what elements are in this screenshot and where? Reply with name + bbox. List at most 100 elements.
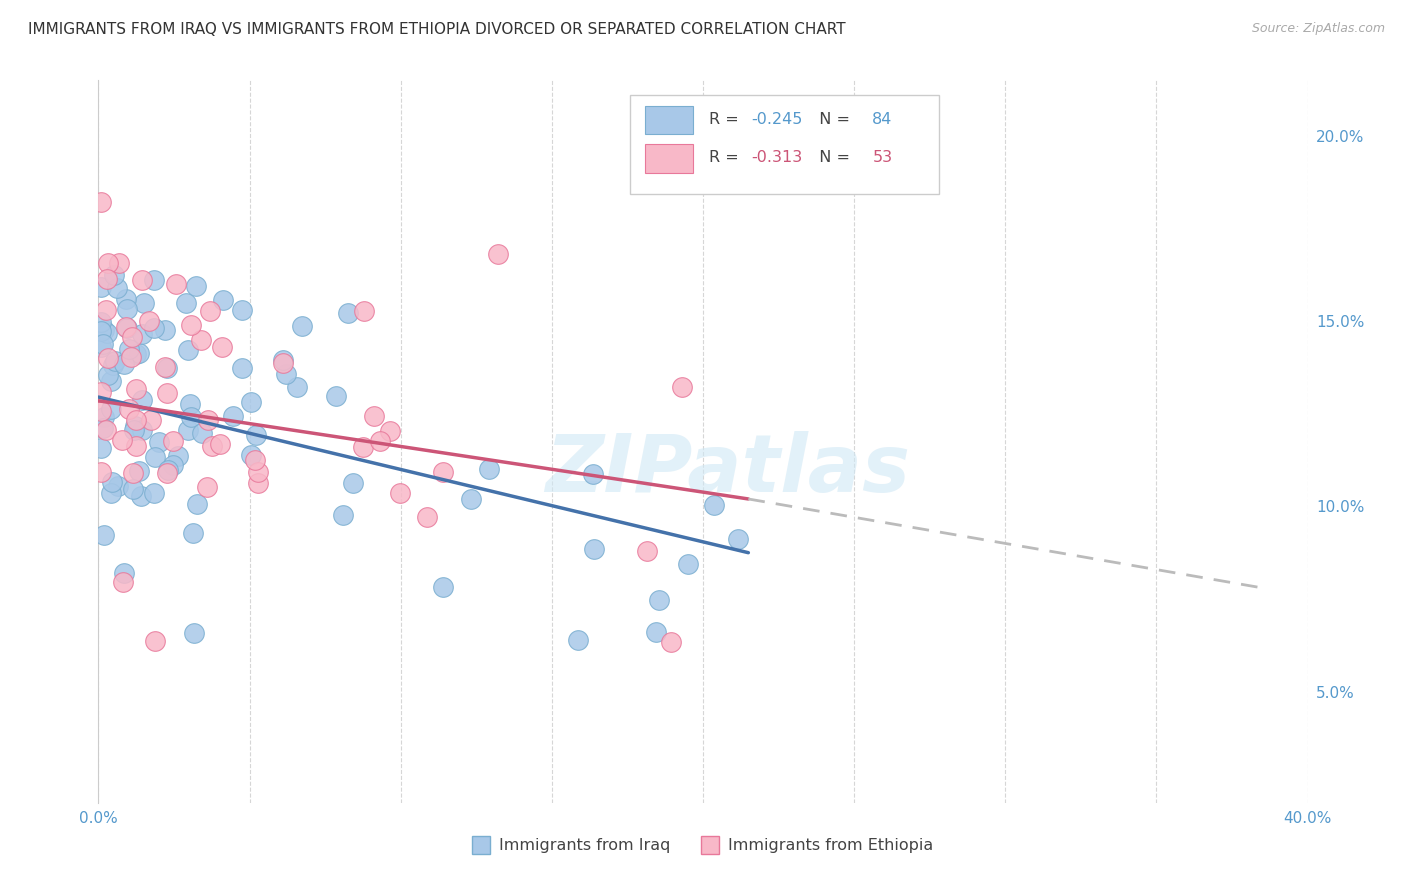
Point [97,351,120,366]
Text: R =: R = [709,150,744,165]
Point [231,303,253,318]
Point [703,498,725,512]
Point [125,382,148,396]
Point [132,296,155,310]
Point [143,486,166,500]
Point [90,465,112,479]
Point [93,528,115,542]
Point [105,281,128,295]
Point [90,404,112,418]
Point [112,566,135,581]
Point [112,357,135,371]
Point [125,439,148,453]
Text: -0.245: -0.245 [751,112,803,127]
Point [645,625,668,640]
Point [122,423,145,437]
Text: 84: 84 [872,112,893,127]
Point [97,256,120,270]
Point [211,340,233,354]
Point [246,475,269,490]
Text: Source: ZipAtlas.com: Source: ZipAtlas.com [1251,22,1385,36]
Point [125,413,148,427]
Point [129,489,152,503]
Point [156,466,179,480]
Point [97,368,120,383]
Point [118,402,141,417]
Point [727,533,749,547]
FancyBboxPatch shape [645,144,693,173]
Point [94,303,117,318]
Point [90,385,112,400]
Point [325,389,347,403]
Point [131,423,153,437]
Point [183,626,205,640]
Point [141,413,163,427]
Point [93,323,115,337]
Point [486,247,509,261]
Point [676,557,699,571]
Point [107,479,129,493]
Point [567,633,589,648]
Point [432,580,454,594]
Point [368,434,391,448]
Point [183,526,205,541]
Text: IMMIGRANTS FROM IRAQ VS IMMIGRANTS FROM ETHIOPIA DIVORCED OR SEPARATED CORRELATI: IMMIGRANTS FROM IRAQ VS IMMIGRANTS FROM … [28,22,846,37]
Point [143,634,166,648]
Point [131,392,153,407]
Point [177,343,200,358]
Point [143,450,166,464]
Point [190,333,212,347]
Point [103,268,125,283]
Point [90,194,112,209]
Point [101,359,124,373]
Point [118,342,141,356]
Point [352,440,374,454]
Point [582,467,605,481]
Point [342,476,364,491]
Point [100,485,122,500]
Point [432,465,454,479]
Point [246,465,269,479]
FancyBboxPatch shape [630,95,939,194]
Point [90,324,112,338]
Point [212,293,235,308]
Point [363,409,385,423]
Point [239,395,262,409]
Point [131,273,153,287]
Point [96,326,118,340]
Point [90,441,112,455]
Point [124,419,146,434]
Point [179,318,201,332]
Point [240,448,263,462]
Point [122,466,145,480]
Point [378,425,401,439]
Point [96,272,118,286]
Point [142,321,165,335]
Point [195,480,218,494]
Point [104,353,127,368]
Point [416,509,439,524]
Point [156,386,179,401]
Point [186,497,208,511]
Point [90,341,112,355]
Point [101,475,124,489]
Point [460,492,482,507]
Text: N =: N = [810,112,855,127]
Point [153,359,176,374]
Point [128,464,150,478]
Point [180,409,202,424]
Point [353,304,375,318]
Point [115,302,138,317]
Point [201,439,224,453]
Point [114,293,136,307]
Point [90,315,112,329]
Text: -0.313: -0.313 [751,150,803,165]
Point [336,306,359,320]
Point [121,482,143,496]
Point [165,277,187,291]
Point [197,413,219,427]
FancyBboxPatch shape [645,105,693,135]
Point [167,449,190,463]
Point [131,327,153,342]
Point [222,409,245,424]
